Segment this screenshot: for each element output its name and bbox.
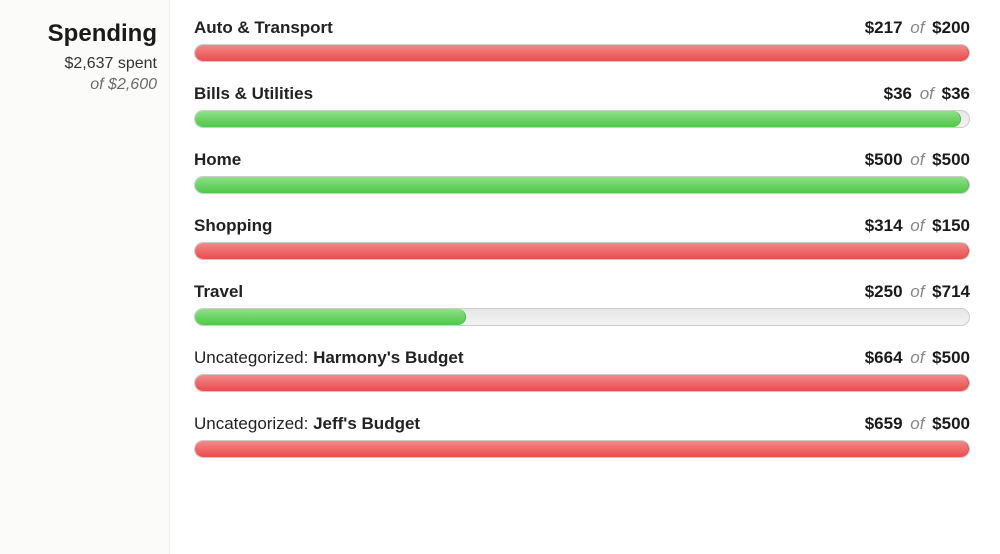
budget-amount: $664 of $500 (865, 348, 970, 368)
budget-label: Auto & Transport (194, 18, 333, 38)
budget-label: Bills & Utilities (194, 84, 313, 104)
sidebar-spent-line: $2,637 spent (16, 54, 157, 75)
budget-amount: $250 of $714 (865, 282, 970, 302)
budget-amount: $314 of $150 (865, 216, 970, 236)
budget-bar-track (194, 308, 970, 326)
budget-spent: $659 (865, 414, 903, 433)
budget-spent: $217 (865, 18, 903, 37)
budget-of-word: of (915, 84, 939, 103)
budget-bar-track (194, 242, 970, 260)
budget-of-word: of (906, 18, 930, 37)
budget-bar-fill (195, 177, 969, 193)
sidebar-summary: $2,637 spent of $2,600 (16, 54, 157, 96)
budget-item[interactable]: Auto & Transport $217 of $200 (194, 18, 970, 62)
budget-of-word: of (906, 414, 930, 433)
budget-spent: $36 (884, 84, 912, 103)
budget-label-name: Home (194, 150, 241, 169)
sidebar-title: Spending (16, 20, 157, 48)
budget-item[interactable]: Travel $250 of $714 (194, 282, 970, 326)
spending-page: Spending $2,637 spent of $2,600 Auto & T… (0, 0, 1000, 554)
budget-label-name: Shopping (194, 216, 272, 235)
budget-bar-track (194, 440, 970, 458)
budget-item[interactable]: Shopping $314 of $150 (194, 216, 970, 260)
budget-item[interactable]: Bills & Utilities $36 of $36 (194, 84, 970, 128)
budget-bar-track (194, 110, 970, 128)
budget-bar-fill (195, 441, 969, 457)
budget-limit: $500 (932, 348, 970, 367)
budget-amount: $659 of $500 (865, 414, 970, 434)
budget-header: Shopping $314 of $150 (194, 216, 970, 236)
budget-amount: $36 of $36 (884, 84, 970, 104)
budget-of-word: of (906, 216, 930, 235)
budget-item[interactable]: Uncategorized: Jeff's Budget $659 of $500 (194, 414, 970, 458)
budget-bar-fill (195, 243, 969, 259)
budget-limit: $714 (932, 282, 970, 301)
budget-bar-fill (195, 45, 969, 61)
budget-header: Travel $250 of $714 (194, 282, 970, 302)
budget-limit: $150 (932, 216, 970, 235)
budget-header: Uncategorized: Jeff's Budget $659 of $500 (194, 414, 970, 434)
budget-limit: $36 (942, 84, 970, 103)
budget-label-name: Travel (194, 282, 243, 301)
budget-limit: $500 (932, 414, 970, 433)
budget-bar-fill (195, 309, 466, 325)
budget-of-word: of (906, 150, 930, 169)
budget-of-word: of (906, 282, 930, 301)
budget-item[interactable]: Uncategorized: Harmony's Budget $664 of $… (194, 348, 970, 392)
budget-of-word: of (906, 348, 930, 367)
budget-label-name: Bills & Utilities (194, 84, 313, 103)
budget-header: Home $500 of $500 (194, 150, 970, 170)
spending-sidebar: Spending $2,637 spent of $2,600 (0, 0, 170, 554)
budget-bar-track (194, 176, 970, 194)
budget-bar-track (194, 374, 970, 392)
budget-label-name: Harmony's Budget (313, 348, 463, 367)
budget-label: Uncategorized: Jeff's Budget (194, 414, 420, 434)
budget-limit: $200 (932, 18, 970, 37)
budget-label-name: Auto & Transport (194, 18, 333, 37)
budget-label-name: Jeff's Budget (313, 414, 420, 433)
budget-label-prefix: Uncategorized: (194, 348, 313, 367)
budget-limit: $500 (932, 150, 970, 169)
budget-amount: $217 of $200 (865, 18, 970, 38)
budget-amount: $500 of $500 (865, 150, 970, 170)
budget-bar-fill (195, 375, 969, 391)
budget-header: Auto & Transport $217 of $200 (194, 18, 970, 38)
budget-spent: $664 (865, 348, 903, 367)
budget-item[interactable]: Home $500 of $500 (194, 150, 970, 194)
budget-label: Travel (194, 282, 243, 302)
budget-list: Auto & Transport $217 of $200 Bills & Util… (170, 0, 1000, 554)
budget-label: Shopping (194, 216, 272, 236)
budget-bar-fill (195, 111, 961, 127)
budget-header: Bills & Utilities $36 of $36 (194, 84, 970, 104)
budget-spent: $500 (865, 150, 903, 169)
budget-label-prefix: Uncategorized: (194, 414, 313, 433)
budget-bar-track (194, 44, 970, 62)
budget-label: Home (194, 150, 241, 170)
budget-spent: $250 (865, 282, 903, 301)
sidebar-of-line: of $2,600 (16, 75, 157, 96)
budget-label: Uncategorized: Harmony's Budget (194, 348, 464, 368)
budget-header: Uncategorized: Harmony's Budget $664 of $… (194, 348, 970, 368)
budget-spent: $314 (865, 216, 903, 235)
